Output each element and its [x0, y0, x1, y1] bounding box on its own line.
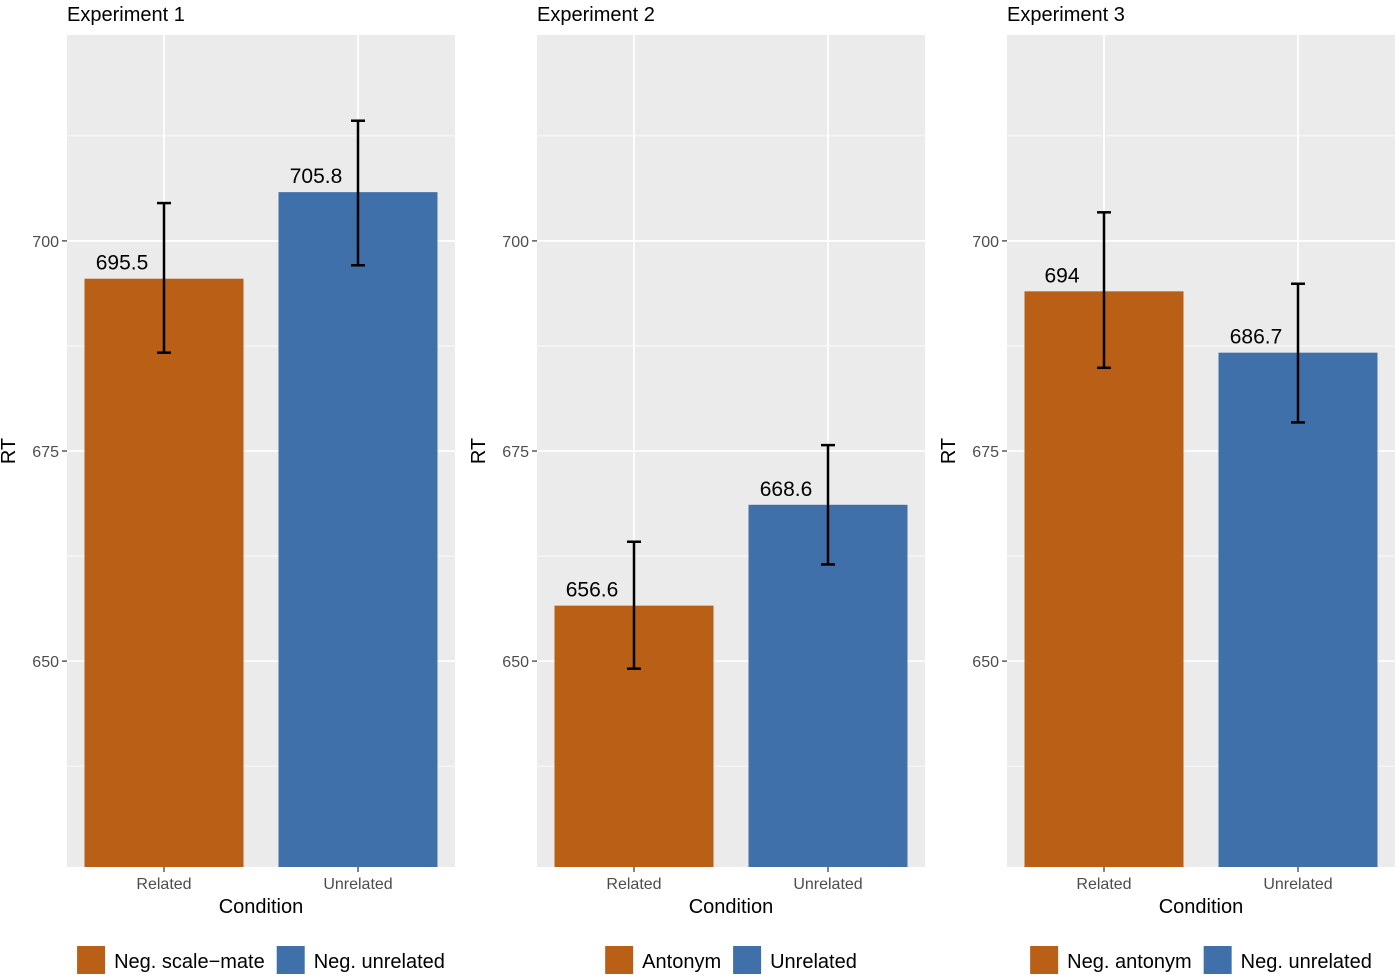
- chart-title: Experiment 3: [1007, 4, 1125, 26]
- bar-related: [1024, 291, 1184, 867]
- legend-swatch: [1030, 946, 1059, 974]
- legend-item: Antonym: [605, 946, 721, 974]
- legend: Antonym Unrelated: [605, 946, 857, 974]
- legend: Neg. antonym Neg. unrelated: [1030, 946, 1372, 974]
- data-label: 686.7: [1230, 326, 1283, 349]
- y-tick-label: 700: [502, 234, 529, 251]
- legend-label: Neg. unrelated: [314, 951, 445, 973]
- legend-swatch: [276, 946, 305, 974]
- y-axis-label: RT: [468, 438, 490, 464]
- error-bar-related: [1097, 211, 1111, 370]
- chart-title: Experiment 1: [67, 4, 185, 26]
- x-tick-label: Related: [1076, 876, 1131, 893]
- legend-item: Unrelated: [733, 946, 857, 974]
- error-bar-related: [627, 540, 641, 670]
- panel-experiment-2: 656.6 Related 668.6 Unrelated 650 675 700 Exper…: [468, 4, 925, 974]
- y-tick-label: 650: [972, 654, 999, 671]
- legend-swatch: [605, 946, 634, 974]
- panel-experiment-3: 694 Related 686.7 Unrelated 650 675 700 Experim…: [938, 4, 1395, 974]
- y-axis-label: RT: [0, 438, 20, 464]
- x-tick-label: Related: [136, 876, 191, 893]
- chart-title: Experiment 2: [537, 4, 655, 26]
- data-label: 694: [1044, 264, 1079, 287]
- data-label: 668.6: [760, 478, 813, 501]
- legend-swatch: [1203, 946, 1232, 974]
- x-tick-label: Related: [606, 876, 661, 893]
- y-tick-label: 650: [32, 654, 59, 671]
- x-tick-label: Unrelated: [793, 876, 862, 893]
- y-tick-label: 650: [502, 654, 529, 671]
- x-tick-label: Unrelated: [323, 876, 392, 893]
- legend-item: Neg. unrelated: [276, 946, 445, 974]
- panel-experiment-1: 695.5 Related 705.8 Unrelated 650 675 700 Exper…: [0, 4, 455, 974]
- legend-swatch: [733, 946, 762, 974]
- bar-unrelated: [278, 192, 438, 868]
- x-axis-label: Condition: [1159, 896, 1244, 918]
- legend-label: Neg. antonym: [1067, 951, 1192, 973]
- legend-item: Neg. unrelated: [1203, 946, 1372, 974]
- data-label: 705.8: [290, 165, 343, 188]
- error-bar-unrelated: [351, 119, 365, 267]
- y-tick-label: 675: [32, 444, 59, 461]
- legend-label: Antonym: [642, 951, 721, 973]
- y-tick-label: 675: [502, 444, 529, 461]
- legend: Neg. scale−mate Neg. unrelated: [77, 946, 445, 974]
- y-tick-label: 675: [972, 444, 999, 461]
- legend-swatch: [77, 946, 106, 974]
- error-bar-related: [157, 201, 171, 354]
- data-label: 695.5: [96, 252, 149, 275]
- legend-item: Neg. scale−mate: [77, 946, 265, 974]
- legend-label: Unrelated: [770, 951, 857, 973]
- legend-item: Neg. antonym: [1030, 946, 1192, 974]
- bar-related: [84, 278, 244, 867]
- x-axis-label: Condition: [219, 896, 304, 918]
- error-bar-unrelated: [821, 443, 835, 566]
- x-tick-label: Unrelated: [1263, 876, 1332, 893]
- legend-label: Neg. unrelated: [1241, 951, 1372, 973]
- error-bar-unrelated: [1291, 282, 1305, 424]
- data-label: 656.6: [566, 579, 619, 602]
- legend-label: Neg. scale−mate: [114, 951, 265, 973]
- bar-unrelated: [1218, 352, 1378, 867]
- x-axis-label: Condition: [689, 896, 774, 918]
- y-tick-label: 700: [972, 234, 999, 251]
- y-axis-label: RT: [938, 438, 960, 464]
- y-tick-label: 700: [32, 234, 59, 251]
